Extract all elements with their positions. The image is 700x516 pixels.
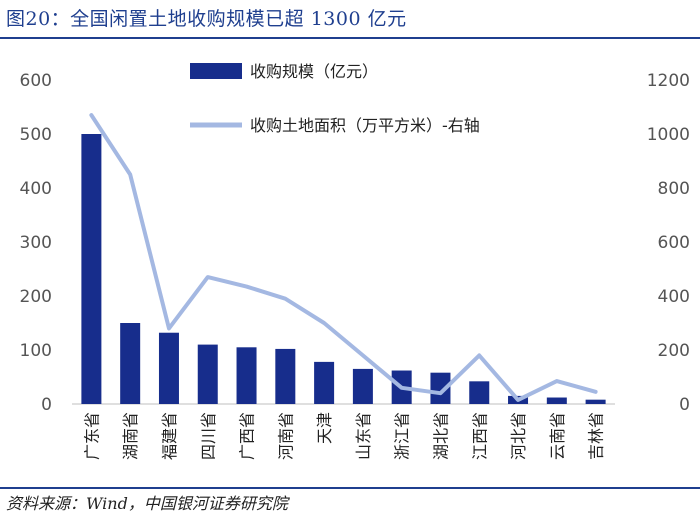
bar-湖南省 [120, 323, 141, 404]
x-axis-labels: 广东省 湖南省 福建省 四川省 广西省 河南省 天津 山东省 浙江省 湖北省 江西省 河北省 云南省 吉林… [82, 412, 605, 460]
right-tick-label: 1000 [647, 125, 690, 145]
right-tick-label: 600 [658, 233, 690, 253]
left-tick-label: 600 [20, 71, 52, 91]
x-tick-label: 江西省 [470, 412, 489, 460]
bar-云南省 [546, 397, 567, 404]
bar-山东省 [352, 368, 373, 404]
bar-江西省 [469, 381, 490, 404]
x-tick-label: 四川省 [199, 412, 218, 460]
x-tick-label: 云南省 [548, 412, 567, 460]
right-tick-label: 1200 [647, 71, 690, 91]
source-note: 资料来源：Wind，中国银河证券研究院 [6, 494, 288, 513]
chart: 0 100 200 300 400 500 600 0 200 400 600 800 1000 120… [20, 62, 690, 460]
bar-series [81, 134, 606, 404]
left-tick-label: 400 [20, 179, 52, 199]
x-tick-label: 河南省 [276, 412, 295, 460]
source-rule [0, 487, 700, 489]
x-tick-label: 天津 [315, 412, 334, 444]
title-rule [0, 37, 700, 39]
left-tick-label: 0 [41, 395, 52, 415]
x-tick-label: 河北省 [509, 412, 528, 460]
x-tick-label: 山东省 [354, 412, 373, 460]
x-tick-label: 广东省 [82, 412, 101, 460]
bar-广东省 [81, 134, 102, 404]
right-tick-label: 0 [679, 395, 690, 415]
x-tick-label: 湖南省 [121, 412, 140, 460]
left-axis: 0 100 200 300 400 500 600 [20, 71, 52, 415]
left-tick-label: 500 [20, 125, 52, 145]
x-tick-label: 湖北省 [431, 412, 450, 460]
legend-bar-label: 收购规模（亿元） [250, 62, 378, 81]
right-tick-label: 200 [658, 341, 690, 361]
area-line-series [89, 113, 598, 402]
legend-line-label: 收购土地面积（万平方米）-右轴 [250, 116, 480, 135]
right-axis: 0 200 400 600 800 1000 1200 [647, 71, 690, 415]
bar-湖北省 [430, 372, 451, 404]
bar-广西省 [236, 347, 257, 404]
figure-title: 图20：全国闲置土地收购规模已超 1300 亿元 [6, 8, 407, 30]
x-tick-label: 吉林省 [587, 412, 606, 460]
bar-福建省 [158, 332, 179, 404]
bar-河南省 [275, 348, 296, 404]
bar-四川省 [197, 344, 218, 404]
x-tick-label: 福建省 [160, 412, 179, 460]
legend-bar-swatch [190, 63, 242, 79]
right-tick-label: 400 [658, 287, 690, 307]
left-tick-label: 100 [20, 341, 52, 361]
bar-天津 [314, 361, 335, 404]
x-tick-label: 浙江省 [393, 412, 412, 460]
bar-吉林省 [585, 399, 606, 404]
x-tick-label: 广西省 [238, 412, 257, 460]
left-tick-label: 200 [20, 287, 52, 307]
left-tick-label: 300 [20, 233, 52, 253]
right-tick-label: 800 [658, 179, 690, 199]
legend: 收购规模（亿元） 收购土地面积（万平方米）-右轴 [190, 62, 480, 135]
